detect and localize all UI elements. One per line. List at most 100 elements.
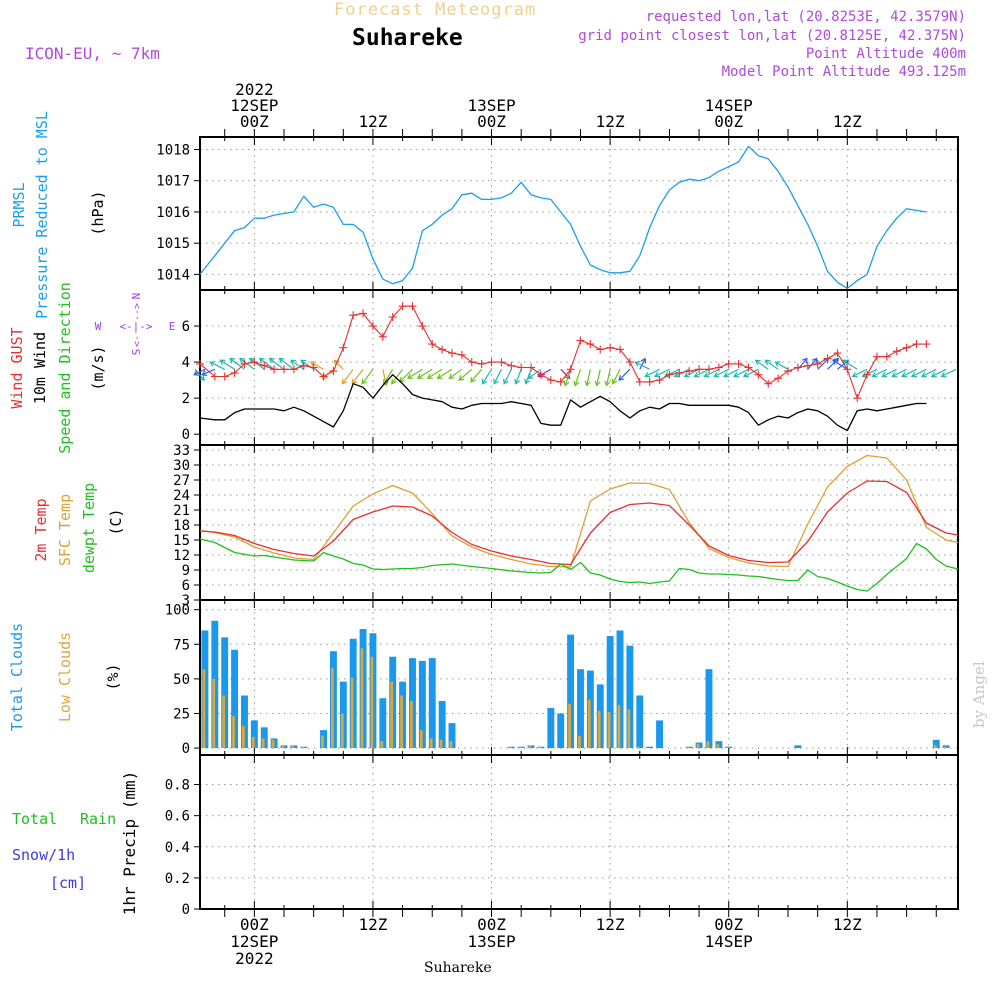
wind-vector-head [229, 357, 236, 364]
watermark: by Angel [970, 661, 988, 728]
wind-vector [407, 368, 423, 379]
gust-marker [220, 372, 229, 381]
low-cloud-bar [933, 745, 937, 749]
y-tick-label: 1017 [156, 174, 190, 190]
bottom-time-label: 00Z [240, 915, 269, 934]
gust-marker [635, 377, 644, 386]
low-cloud-bar [617, 705, 621, 749]
label-wind-gust: Wind GUST [8, 327, 26, 408]
low-cloud-bar [607, 712, 611, 749]
label-snow: Snow/1h [12, 846, 75, 864]
gust-marker [902, 343, 911, 352]
y-tick-label: 27 [173, 473, 190, 489]
sfc-temp-line [199, 454, 959, 568]
gust-marker [625, 358, 634, 367]
wind-vector [193, 368, 206, 376]
gust-marker [685, 367, 694, 376]
wind-vector-head [754, 359, 761, 366]
gust-marker [299, 361, 308, 370]
pressure-line [199, 145, 927, 290]
2m-temp-line [199, 480, 959, 566]
top-time-label: 12Z [833, 112, 862, 131]
wind-vector-head [436, 373, 443, 379]
wind-vector-head [426, 373, 433, 379]
bottom-time-label: 14SEP [705, 932, 753, 951]
wind-vector [807, 358, 818, 370]
low-cloud-bar [202, 669, 206, 749]
gust-marker [596, 345, 605, 354]
y-tick-label: 75 [173, 637, 190, 653]
wind-vector [341, 368, 354, 385]
wind-vector-head [594, 380, 601, 387]
compass-e: E [169, 320, 176, 333]
wind-vector [941, 368, 957, 378]
wind-vector-head [920, 371, 927, 378]
top-time-label: 00Z [714, 112, 743, 131]
wind-vector [901, 368, 917, 378]
wind-vector-head [851, 371, 858, 378]
gust-marker [744, 363, 753, 372]
y-tick-label: 21 [173, 503, 190, 519]
wind-vector-head [416, 373, 423, 379]
low-cloud-bar [627, 709, 631, 749]
location-title: Suhareke [352, 25, 463, 51]
wind-vector [921, 368, 937, 378]
wind-vector-head [481, 378, 488, 385]
gust-marker [813, 359, 822, 368]
model-label: ICON-EU, ~ 7km [25, 44, 160, 63]
wind-vector [210, 361, 225, 370]
total-cloud-bar [577, 669, 584, 749]
y-tick-label: 18 [173, 518, 190, 534]
wind-vector [639, 358, 646, 370]
total-cloud-bar [241, 695, 248, 749]
y-tick-label: 0 [182, 902, 190, 918]
wind-gust-line [199, 305, 927, 399]
y-tick-label: 6 [182, 319, 190, 335]
gust-marker [388, 313, 397, 322]
gust-marker [655, 376, 664, 385]
bottom-time-label: 12Z [358, 915, 387, 934]
gust-marker [280, 365, 289, 374]
gust-marker [882, 352, 891, 361]
dewpt-temp-line [199, 538, 959, 592]
gust-marker [497, 358, 506, 367]
wind-vector [891, 368, 907, 378]
compass-ew-arrow: <-|-> [119, 320, 152, 333]
low-cloud-bar [429, 738, 433, 749]
wind-vector [249, 358, 265, 370]
top-time-label: 13SEP [467, 96, 515, 115]
total-cloud-bar [448, 723, 456, 749]
compass-n-arrow: --> [132, 303, 143, 321]
total-cloud-bar [636, 695, 644, 749]
wind-vector-head [611, 378, 618, 385]
low-cloud-bar [281, 745, 285, 749]
total-cloud-bar [260, 727, 268, 749]
label-rain: Rain [80, 810, 116, 828]
gust-marker [196, 359, 204, 368]
wind-vector-head [361, 378, 368, 385]
wind-vector [743, 368, 759, 378]
gust-marker [616, 345, 625, 354]
label-cm: [cm] [50, 874, 86, 892]
wind-vector [644, 368, 660, 378]
compass-w: W [95, 320, 102, 333]
gust-marker [329, 367, 338, 376]
wind-vector-head [573, 380, 580, 387]
low-cloud-bar [726, 746, 730, 749]
wind-vector-head [258, 357, 265, 364]
low-cloud-bar [242, 725, 245, 749]
point-altitude: Point Altitude 400m [805, 46, 966, 62]
bottom-time-label: 00Z [477, 915, 506, 934]
wind-vector-head [693, 371, 700, 378]
wind-speed-line [199, 374, 927, 432]
wind-vector-head [841, 359, 848, 366]
low-cloud-bar [410, 701, 413, 749]
wind-vector-head [891, 371, 898, 378]
y-tick-label: 6 [182, 578, 190, 594]
y-tick-label: 2 [182, 391, 190, 407]
y-tick-label: 25 [173, 706, 190, 722]
wind-vector-head [618, 375, 625, 381]
bottom-location-label: Suhareke [424, 960, 492, 976]
y-tick-label: 12 [173, 548, 190, 564]
label-prmsl: PRMSL [10, 182, 28, 227]
